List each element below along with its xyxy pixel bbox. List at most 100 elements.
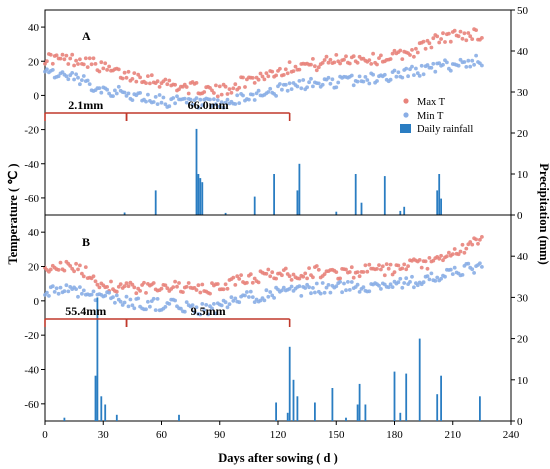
max-t-point [427, 41, 432, 46]
max-t-point [214, 83, 218, 88]
min-t-point [247, 295, 251, 299]
max-t-point [105, 68, 109, 72]
max-t-point [452, 28, 457, 33]
min-t-point [163, 102, 168, 107]
max-t-point [266, 74, 271, 79]
min-t-point [235, 93, 240, 98]
period-label: 9.5mm [191, 304, 226, 318]
max-t-point [406, 264, 410, 268]
max-t-point [417, 258, 422, 262]
max-t-point [208, 291, 212, 296]
max-t-point [124, 75, 129, 80]
max-t-point [101, 66, 106, 71]
min-t-point [287, 81, 292, 86]
max-t-point [194, 288, 199, 292]
rainfall-bar [123, 212, 126, 215]
max-t-point [78, 57, 82, 62]
min-t-point [237, 300, 242, 305]
max-t-point [50, 61, 55, 66]
left-tick-label: 20 [28, 262, 40, 274]
rainfall-bar [197, 174, 200, 215]
min-t-point [184, 100, 189, 105]
max-t-point [157, 85, 162, 89]
max-t-point [91, 56, 96, 61]
min-t-point [415, 283, 420, 288]
min-t-point [250, 295, 255, 299]
min-t-point [320, 281, 325, 285]
rainfall-bar [314, 402, 316, 421]
left-tick-label: -20 [24, 125, 39, 137]
left-tick-label: 0 [34, 90, 40, 102]
rainfall-bar [253, 196, 256, 215]
min-t-point [146, 92, 150, 97]
max-t-point [357, 274, 362, 279]
max-t-point [264, 71, 269, 75]
min-t-point [301, 78, 306, 82]
max-t-point [427, 256, 432, 260]
min-t-point [400, 285, 405, 290]
max-t-point [441, 258, 445, 263]
max-t-point [361, 270, 366, 274]
max-t-point [274, 73, 278, 78]
min-t-point [70, 71, 75, 75]
min-t-point [410, 274, 414, 279]
max-t-point [458, 29, 463, 34]
min-t-point [47, 294, 51, 298]
min-t-point [219, 100, 224, 105]
min-t-point [478, 261, 482, 266]
min-t-point [60, 70, 65, 74]
max-t-point [250, 76, 255, 80]
max-t-point [326, 60, 331, 65]
min-t-point [377, 283, 381, 288]
min-t-point [114, 293, 119, 298]
max-t-point [462, 250, 467, 255]
min-t-point [89, 292, 94, 297]
right-tick-label: 10 [517, 169, 529, 181]
min-t-point [450, 272, 455, 276]
min-t-point [233, 296, 238, 301]
min-t-point [307, 80, 311, 85]
legend-max-label: Max T [417, 97, 446, 108]
min-t-point [45, 290, 49, 295]
right-tick-label: 40 [517, 46, 529, 58]
panel-label-b: B [82, 235, 90, 249]
max-t-point [480, 235, 484, 239]
max-t-point [452, 247, 457, 251]
max-t-point [144, 291, 148, 295]
min-t-point [365, 78, 370, 82]
min-t-point [74, 287, 78, 291]
max-t-point [435, 34, 440, 39]
min-t-point [404, 276, 409, 281]
right-tick-label: 0 [517, 416, 523, 428]
max-t-point [87, 56, 92, 61]
max-t-point [309, 62, 313, 67]
min-t-point [314, 281, 319, 286]
min-t-point [144, 307, 148, 312]
min-t-point [334, 85, 339, 90]
min-t-point [433, 69, 438, 74]
max-t-point [460, 242, 465, 247]
min-t-point [103, 293, 108, 298]
max-t-point [355, 60, 360, 65]
min-t-point [311, 286, 315, 290]
left-tick-label: -60 [24, 193, 39, 205]
max-t-point [93, 62, 98, 66]
min-t-point [283, 82, 288, 87]
min-t-point [410, 64, 414, 69]
max-t-point [437, 40, 442, 45]
min-t-point [388, 282, 393, 287]
min-t-point [470, 267, 475, 272]
min-t-point [113, 300, 117, 305]
min-t-point [62, 289, 67, 294]
max-t-point [392, 48, 397, 53]
legend-rain-label: Daily rainfall [417, 124, 473, 135]
left-tick-label: -40 [24, 365, 39, 377]
min-t-point [122, 300, 127, 305]
legend-marker-max [403, 98, 409, 104]
max-t-point [70, 52, 75, 57]
max-t-point [314, 264, 319, 268]
max-t-point [344, 267, 348, 272]
max-t-point [83, 265, 88, 269]
min-t-point [363, 75, 368, 79]
x-tick-label: 120 [270, 429, 287, 441]
